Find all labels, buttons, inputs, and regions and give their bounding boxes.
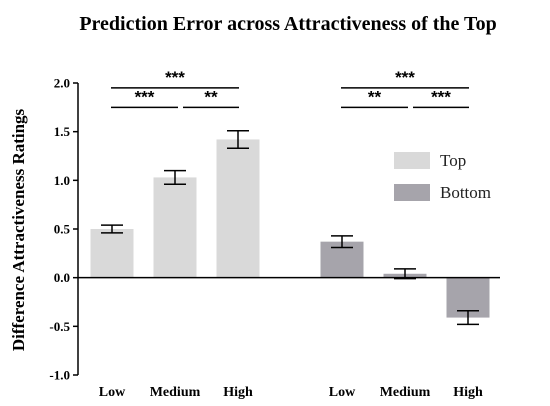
y-tick-label: 0.5 — [54, 222, 71, 237]
legend-label-bottom: Bottom — [440, 183, 491, 202]
y-tick-label: -1.0 — [49, 368, 70, 383]
y-tick-label: 0.0 — [54, 270, 70, 285]
bar-top-medium — [153, 177, 197, 278]
y-tick-label: 1.5 — [54, 124, 71, 139]
legend-swatch-top — [394, 152, 430, 169]
x-category-label: Low — [99, 385, 126, 400]
bar-top-low — [90, 229, 134, 278]
y-axis-label: Difference Attractiveness Ratings — [9, 108, 28, 351]
legend-swatch-bottom — [394, 184, 430, 201]
significance-label: *** — [165, 68, 185, 87]
significance-label: *** — [431, 87, 451, 106]
y-tick-label: 2.0 — [54, 76, 70, 91]
legend: Top Bottom — [394, 151, 491, 202]
plot-area: -1.0 -0.5 0.0 0.5 1.0 1.5 2.0 Low Medium High Low M… — [49, 68, 500, 400]
y-tick-label: -0.5 — [49, 319, 70, 334]
chart-title: Prediction Error across Attractiveness o… — [79, 13, 496, 35]
bar-top-high — [216, 139, 260, 278]
legend-label-top: Top — [440, 151, 466, 170]
significance-label: *** — [395, 68, 415, 87]
x-category-label: Low — [329, 385, 356, 400]
x-category-label: Medium — [150, 385, 201, 400]
significance-label: ** — [368, 87, 382, 106]
x-category-label: High — [453, 385, 483, 400]
y-tick-label: 1.0 — [54, 173, 70, 188]
significance-label: *** — [135, 87, 155, 106]
x-category-label: Medium — [380, 385, 431, 400]
x-category-label: High — [223, 385, 253, 400]
significance-label: ** — [204, 87, 218, 106]
